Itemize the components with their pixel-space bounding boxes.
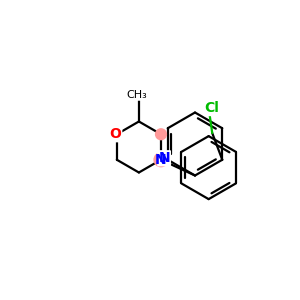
Text: O: O	[110, 127, 121, 141]
Text: N: N	[155, 153, 167, 167]
Circle shape	[154, 153, 168, 167]
Text: CH₃: CH₃	[126, 90, 147, 100]
Circle shape	[156, 129, 167, 140]
Text: Cl: Cl	[204, 101, 219, 116]
Text: N: N	[158, 151, 170, 165]
